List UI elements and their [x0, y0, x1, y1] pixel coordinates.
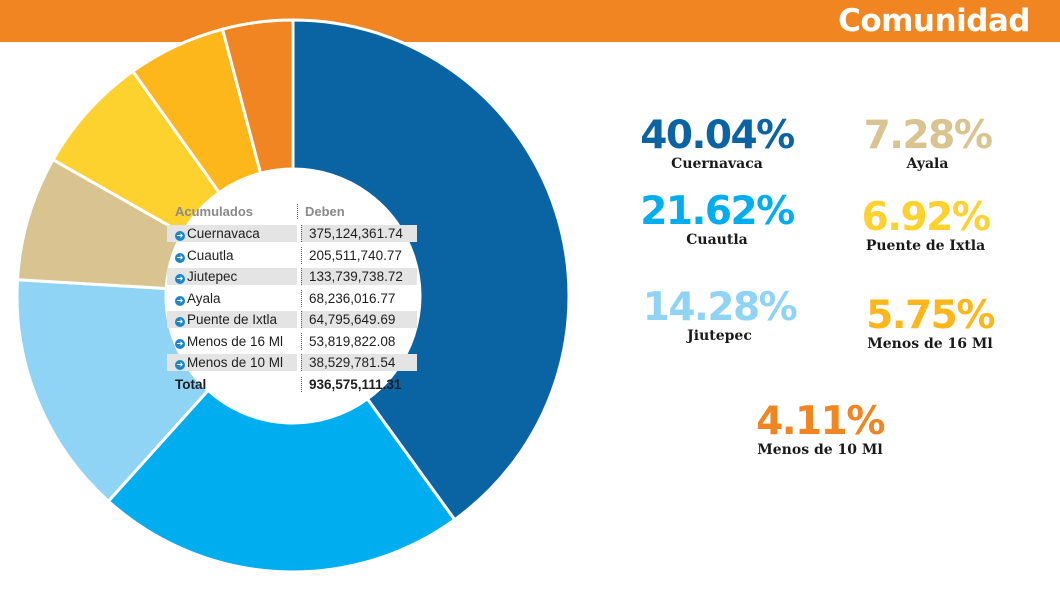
percent-label: 7.28% [863, 113, 993, 158]
arrow-circle-icon: ➜ [175, 338, 185, 349]
table-row: ➜ Menos de 10 Ml 38,529,781.54 [167, 352, 417, 374]
stat-menos-de-10: 4.11% Menos de 10 Ml [745, 399, 895, 459]
row-label: ➜ Puente de Ixtla [167, 311, 297, 329]
table-header: Acumulados Deben [167, 199, 417, 223]
table-row: ➜ Menos de 16 Ml 53,819,822.08 [167, 331, 417, 353]
arrow-circle-icon: ➜ [175, 274, 185, 285]
arrow-circle-icon: ➜ [175, 317, 185, 328]
percent-label: 40.04% [640, 113, 795, 158]
header-bar [0, 0, 1060, 42]
row-label-text: Cuautla [187, 247, 234, 263]
arrow-circle-icon: ➜ [175, 252, 185, 263]
table-row: ➜ Cuautla 205,511,740.77 [167, 245, 417, 267]
percent-label: 4.11% [756, 399, 885, 444]
row-label-text: Ayala [187, 290, 221, 306]
total-value: 936,575,111.31 [301, 377, 417, 392]
table-row: ➜ Puente de Ixtla 64,795,649.69 [167, 309, 417, 331]
row-value: 68,236,016.77 [301, 289, 417, 307]
percent-label: 6.92% [861, 195, 991, 240]
column-header-acumulados: Acumulados [175, 203, 254, 219]
percent-label: 5.75% [866, 293, 995, 338]
total-label: Total [175, 377, 207, 392]
row-label: ➜ Menos de 16 Ml [167, 333, 297, 350]
stat-cuautla: 21.62% Cuautla [632, 189, 802, 249]
table-row: ➜ Cuernavaca 375,124,361.74 [167, 223, 417, 245]
row-value: 375,124,361.74 [301, 225, 417, 243]
category-label: Cuautla [686, 232, 748, 248]
row-value: 133,739,738.72 [301, 268, 417, 286]
row-label-text: Puente de Ixtla [187, 312, 278, 328]
stat-puente-de-ixtla: 6.92% Puente de Ixtla [848, 195, 1003, 255]
debt-table: Acumulados Deben ➜ Cuernavaca 375,124,361.… [167, 199, 417, 396]
category-label: Menos de 10 Ml [757, 442, 883, 458]
row-value: 205,511,740.77 [301, 246, 417, 264]
section-title: Comunidad [838, 3, 1030, 39]
row-value: 64,795,649.69 [301, 311, 417, 329]
row-label-text: Menos de 10 Ml [187, 355, 284, 371]
row-label: ➜ Cuautla [167, 247, 297, 264]
row-label: ➜ Menos de 10 Ml [167, 354, 297, 372]
category-label: Cuernavaca [671, 156, 763, 172]
arrow-circle-icon: ➜ [175, 295, 185, 306]
column-header-deben: Deben [297, 203, 417, 219]
stat-ayala: 7.28% Ayala [855, 113, 1000, 173]
percent-label: 21.62% [640, 189, 795, 234]
table-row: ➜ Jiutepec 133,739,738.72 [167, 266, 417, 288]
percent-label: 14.28% [642, 285, 798, 330]
arrow-circle-icon: ➜ [175, 360, 185, 371]
table-row: ➜ Ayala 68,236,016.77 [167, 288, 417, 310]
table-total-row: Total 936,575,111.31 [167, 374, 417, 396]
row-value: 53,819,822.08 [301, 332, 417, 350]
category-label: Menos de 16 Ml [867, 336, 993, 352]
stat-cuernavaca: 40.04% Cuernavaca [632, 113, 802, 173]
row-label-text: Cuernavaca [187, 226, 260, 242]
row-label: ➜ Ayala [167, 290, 297, 307]
row-value: 38,529,781.54 [301, 354, 417, 372]
arrow-circle-icon: ➜ [175, 231, 185, 242]
row-label: ➜ Cuernavaca [167, 225, 297, 243]
stat-jiutepec: 14.28% Jiutepec [632, 285, 807, 345]
table-body: ➜ Cuernavaca 375,124,361.74 ➜ Cuautla 205,511… [167, 223, 417, 374]
category-label: Jiutepec [687, 328, 752, 344]
row-label-text: Menos de 16 Ml [187, 333, 284, 349]
category-label: Ayala [906, 156, 949, 172]
row-label-text: Jiutepec [187, 269, 238, 285]
stat-menos-de-16: 5.75% Menos de 16 Ml [855, 293, 1005, 353]
row-label: ➜ Jiutepec [167, 268, 297, 286]
category-label: Puente de Ixtla [865, 238, 986, 254]
